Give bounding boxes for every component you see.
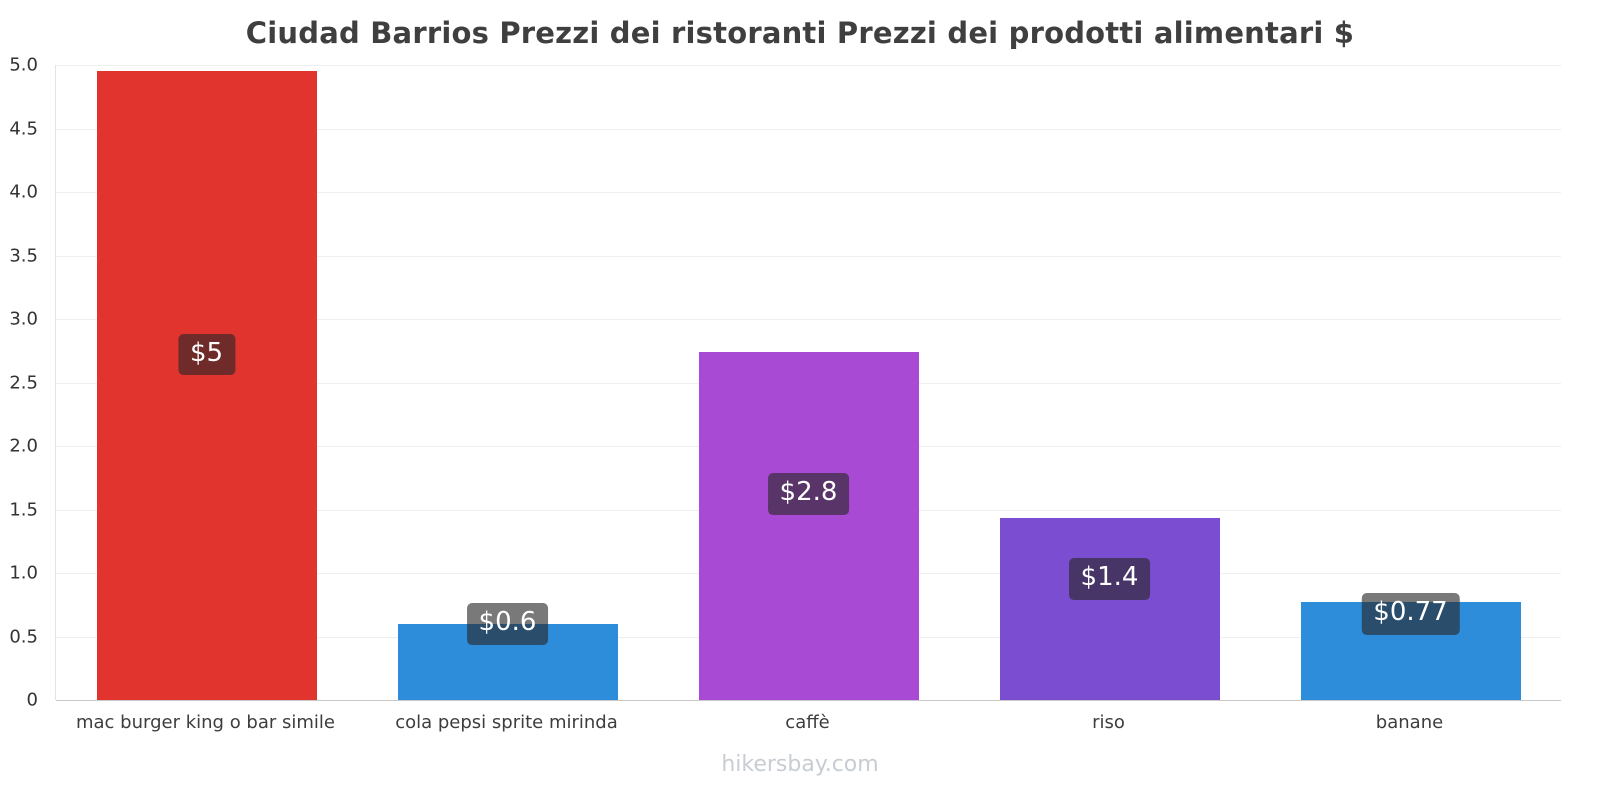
chart-title: Ciudad Barrios Prezzi dei ristoranti Pre… xyxy=(245,16,1355,50)
watermark: hikersbay.com xyxy=(0,752,1600,777)
x-axis: mac burger king o bar simile cola pepsi s… xyxy=(55,712,1560,742)
y-tick-label: 4.0 xyxy=(9,181,38,203)
bar-value-badge: $1.4 xyxy=(1068,558,1151,601)
y-tick-label: 4.5 xyxy=(9,118,38,139)
bar-value-badge: $0.77 xyxy=(1361,592,1460,635)
y-tick-label: 1.5 xyxy=(9,499,38,520)
bar-value-badge: $0.6 xyxy=(466,602,549,645)
bar-value-badge: $2.8 xyxy=(767,473,850,516)
x-axis-label: caffè xyxy=(785,712,830,733)
gridline xyxy=(56,700,1561,701)
gridline xyxy=(56,65,1561,66)
plot-area: $5 $0.6 $2.8 $1.4 $0.77 xyxy=(55,65,1561,701)
gridline xyxy=(56,128,1561,130)
y-tick-label: 2.0 xyxy=(9,435,38,457)
x-axis-label: riso xyxy=(1092,712,1125,733)
bar xyxy=(96,71,317,700)
y-tick-label: 3.0 xyxy=(9,308,38,330)
bar-value-badge: $5 xyxy=(177,333,236,376)
y-axis: 0 0.5 1.0 1.5 2.0 2.5 3.0 3.5 4.0 4.5 5.0 xyxy=(0,55,46,711)
y-tick-label: 1.0 xyxy=(9,562,38,584)
gridline xyxy=(56,192,1561,193)
x-axis-label: mac burger king o bar simile xyxy=(75,712,336,733)
gridline xyxy=(56,255,1561,257)
watermark-link[interactable]: hikersbay.com xyxy=(721,752,879,777)
x-axis-label: cola pepsi sprite mirinda xyxy=(395,712,618,733)
bar xyxy=(999,518,1220,700)
bar xyxy=(698,352,919,700)
gridline xyxy=(56,319,1561,320)
y-tick-label: 0.5 xyxy=(9,626,38,647)
y-tick-label: 2.5 xyxy=(9,372,38,393)
y-tick-label: 5.0 xyxy=(9,54,38,76)
y-tick-label: 3.5 xyxy=(9,245,38,266)
x-axis-label: banane xyxy=(1375,712,1444,733)
y-tick-label: 0 xyxy=(26,689,38,711)
